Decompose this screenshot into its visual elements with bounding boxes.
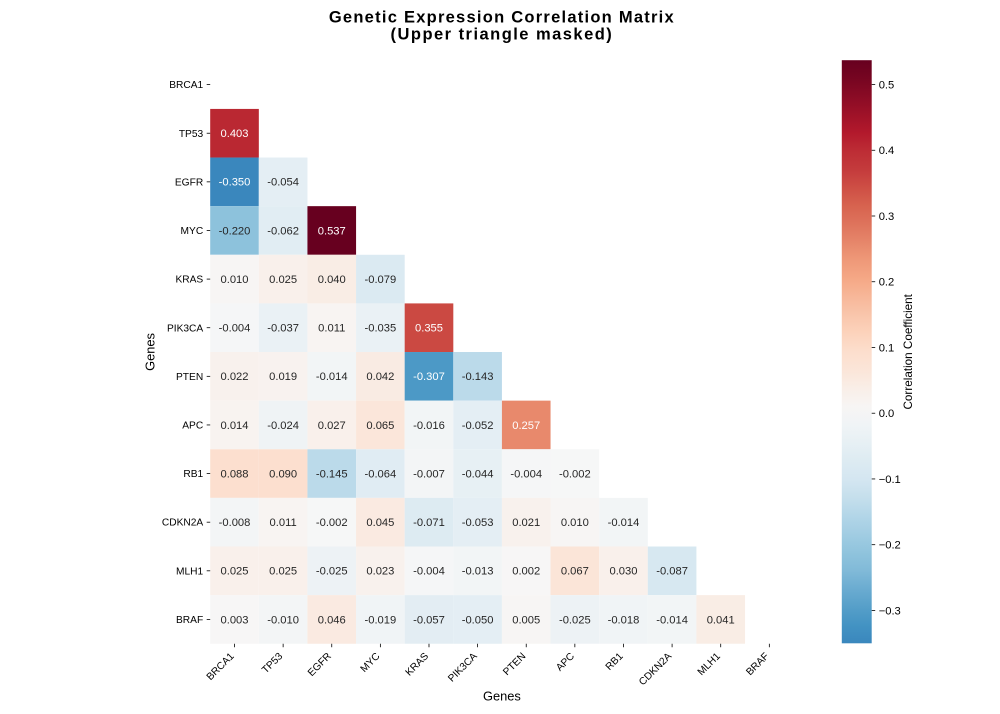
svg-text:-0.145: -0.145	[316, 468, 348, 480]
svg-text:0.042: 0.042	[366, 371, 394, 383]
svg-text:0.4: 0.4	[879, 145, 895, 157]
svg-text:APC: APC	[182, 421, 203, 432]
svg-text:0.030: 0.030	[609, 566, 637, 578]
svg-text:-0.025: -0.025	[559, 614, 591, 626]
svg-text:BRAF: BRAF	[176, 615, 203, 626]
svg-text:-0.064: -0.064	[365, 468, 397, 480]
svg-text:0.067: 0.067	[561, 566, 589, 578]
svg-text:-0.007: -0.007	[413, 468, 445, 480]
svg-text:Genes: Genes	[483, 689, 521, 704]
svg-text:0.5: 0.5	[879, 79, 895, 91]
svg-text:-0.010: -0.010	[267, 614, 299, 626]
svg-text:0.011: 0.011	[318, 323, 345, 335]
svg-text:-0.057: -0.057	[413, 614, 445, 626]
svg-text:0.011: 0.011	[270, 517, 297, 529]
svg-text:-0.307: -0.307	[413, 371, 445, 383]
svg-text:PTEN: PTEN	[176, 372, 203, 383]
svg-text:Genetic Expression Correlation: Genetic Expression Correlation Matrix	[329, 8, 675, 26]
svg-text:0.0: 0.0	[879, 408, 895, 420]
svg-text:0.403: 0.403	[221, 128, 249, 140]
svg-text:0.088: 0.088	[221, 468, 249, 480]
svg-text:-0.002: -0.002	[559, 468, 591, 480]
svg-text:-0.062: -0.062	[267, 225, 299, 237]
svg-text:-0.014: -0.014	[608, 517, 640, 529]
svg-text:0.022: 0.022	[221, 371, 249, 383]
svg-text:0.002: 0.002	[512, 566, 540, 578]
svg-text:-0.220: -0.220	[219, 225, 251, 237]
svg-text:-0.044: -0.044	[462, 468, 494, 480]
svg-text:-0.004: -0.004	[219, 323, 251, 335]
svg-text:-0.050: -0.050	[462, 614, 494, 626]
svg-text:-0.035: -0.035	[365, 323, 397, 335]
svg-text:0.537: 0.537	[318, 225, 346, 237]
svg-text:-0.016: -0.016	[413, 420, 445, 432]
svg-text:TP53: TP53	[179, 129, 204, 140]
svg-text:-0.018: -0.018	[608, 614, 640, 626]
svg-text:0.005: 0.005	[512, 614, 540, 626]
svg-text:-0.002: -0.002	[316, 517, 348, 529]
svg-text:-0.037: -0.037	[267, 323, 299, 335]
svg-text:Genes: Genes	[143, 333, 158, 371]
svg-text:0.041: 0.041	[707, 614, 735, 626]
svg-text:Correlation Coefficient: Correlation Coefficient	[902, 293, 915, 409]
svg-text:0.010: 0.010	[221, 274, 249, 286]
svg-text:0.046: 0.046	[318, 614, 346, 626]
svg-text:-0.054: -0.054	[267, 177, 299, 189]
svg-text:0.065: 0.065	[366, 420, 394, 432]
svg-text:PIK3CA: PIK3CA	[167, 323, 203, 334]
svg-text:-0.014: -0.014	[656, 614, 688, 626]
svg-text:0.025: 0.025	[269, 566, 297, 578]
svg-text:0.021: 0.021	[512, 517, 540, 529]
svg-text:-0.053: -0.053	[462, 517, 494, 529]
svg-text:-0.019: -0.019	[365, 614, 397, 626]
svg-text:-0.008: -0.008	[219, 517, 251, 529]
svg-text:(Upper triangle masked): (Upper triangle masked)	[391, 26, 614, 44]
svg-text:MLH1: MLH1	[176, 566, 204, 577]
svg-text:0.090: 0.090	[269, 468, 297, 480]
svg-text:-0.350: -0.350	[219, 177, 251, 189]
svg-text:−0.3: −0.3	[879, 605, 901, 617]
svg-text:-0.079: -0.079	[365, 274, 397, 286]
svg-text:0.010: 0.010	[561, 517, 589, 529]
svg-text:0.023: 0.023	[366, 566, 394, 578]
svg-text:-0.087: -0.087	[656, 566, 688, 578]
svg-text:EGFR: EGFR	[175, 177, 203, 188]
svg-text:CDKN2A: CDKN2A	[162, 518, 204, 529]
svg-text:0.025: 0.025	[221, 566, 249, 578]
svg-text:0.3: 0.3	[879, 211, 895, 223]
svg-text:0.1: 0.1	[879, 342, 895, 354]
svg-text:-0.004: -0.004	[413, 566, 445, 578]
svg-text:0.2: 0.2	[879, 277, 895, 289]
svg-text:0.019: 0.019	[269, 371, 297, 383]
svg-text:-0.071: -0.071	[413, 517, 445, 529]
svg-text:KRAS: KRAS	[175, 275, 203, 286]
svg-text:0.045: 0.045	[366, 517, 394, 529]
svg-text:−0.2: −0.2	[879, 540, 901, 552]
svg-text:-0.013: -0.013	[462, 566, 494, 578]
svg-text:0.014: 0.014	[221, 420, 249, 432]
svg-text:0.025: 0.025	[269, 274, 297, 286]
svg-text:0.040: 0.040	[318, 274, 346, 286]
svg-text:BRCA1: BRCA1	[169, 80, 203, 91]
svg-text:0.355: 0.355	[415, 323, 443, 335]
svg-text:-0.004: -0.004	[510, 468, 542, 480]
svg-text:0.003: 0.003	[221, 614, 249, 626]
svg-text:-0.025: -0.025	[316, 566, 348, 578]
svg-text:−0.1: −0.1	[879, 474, 901, 486]
svg-text:MYC: MYC	[181, 226, 204, 237]
svg-text:-0.143: -0.143	[462, 371, 494, 383]
svg-text:0.257: 0.257	[512, 420, 540, 432]
svg-text:0.027: 0.027	[318, 420, 346, 432]
svg-text:-0.014: -0.014	[316, 371, 348, 383]
svg-text:-0.024: -0.024	[267, 420, 299, 432]
svg-text:RB1: RB1	[183, 469, 203, 480]
svg-text:-0.052: -0.052	[462, 420, 494, 432]
